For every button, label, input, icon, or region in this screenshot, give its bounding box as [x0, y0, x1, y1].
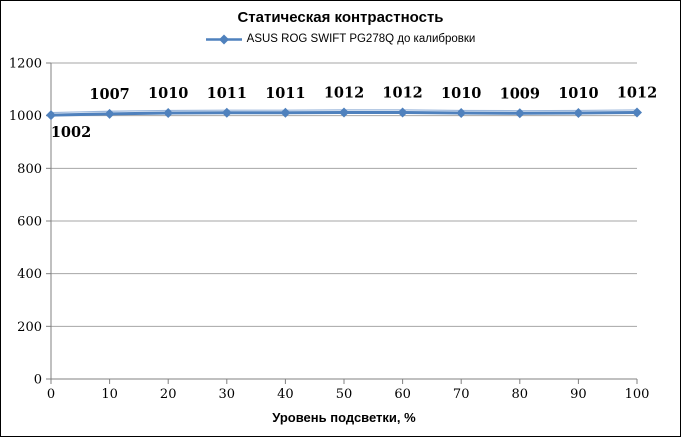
y-tick-label: 1200: [9, 57, 42, 72]
x-tick-label: 0: [47, 387, 55, 402]
x-tick-label: 20: [160, 387, 177, 402]
x-tick-label: 90: [570, 387, 587, 402]
y-tick-label: 0: [34, 373, 42, 388]
data-label: 1010: [441, 85, 481, 102]
chart-title: Статическая контрастность: [237, 9, 444, 26]
x-tick-label: 80: [512, 387, 529, 402]
y-tick-label: 800: [17, 162, 42, 177]
data-point-marker: [280, 107, 291, 118]
data-point-marker: [514, 108, 525, 119]
data-label: 1012: [324, 85, 364, 102]
x-tick-label: 60: [394, 387, 411, 402]
data-point-marker: [221, 107, 232, 118]
legend-series-label: ASUS ROG SWIFT PG278Q до калибровки: [246, 33, 476, 45]
x-tick-label: 70: [453, 387, 470, 402]
data-point-marker: [397, 107, 408, 118]
data-label: 1010: [148, 85, 188, 102]
y-tick-label: 200: [17, 320, 42, 335]
data-label: 1009: [500, 85, 540, 102]
data-point-marker: [456, 108, 467, 119]
x-tick-label: 10: [101, 387, 118, 402]
x-tick-label: 40: [277, 387, 294, 402]
data-label: 1010: [558, 85, 598, 102]
data-label: 1012: [382, 85, 422, 102]
data-label: 1007: [89, 86, 129, 103]
data-point-marker: [104, 108, 115, 119]
x-tick-label: 30: [219, 387, 236, 402]
legend: ASUS ROG SWIFT PG278Q до калибровки: [1, 33, 680, 45]
x-tick-label: 50: [336, 387, 353, 402]
data-point-marker: [632, 107, 642, 118]
data-point-marker: [339, 107, 349, 118]
data-label: 1011: [265, 85, 305, 102]
series-line-marker-icon: [205, 34, 242, 44]
x-tick-label: 100: [625, 387, 650, 402]
data-label: 1012: [617, 85, 657, 102]
y-tick-label: 400: [17, 267, 42, 282]
data-point-marker: [163, 108, 174, 119]
data-label: 1002: [51, 124, 91, 141]
data-point-marker: [46, 110, 56, 121]
data-point-marker: [573, 108, 584, 119]
y-tick-label: 600: [17, 215, 42, 230]
x-axis-title: Уровень подсветки, %: [272, 410, 416, 425]
data-label: 1011: [207, 85, 247, 102]
y-tick-label: 1000: [9, 109, 42, 124]
